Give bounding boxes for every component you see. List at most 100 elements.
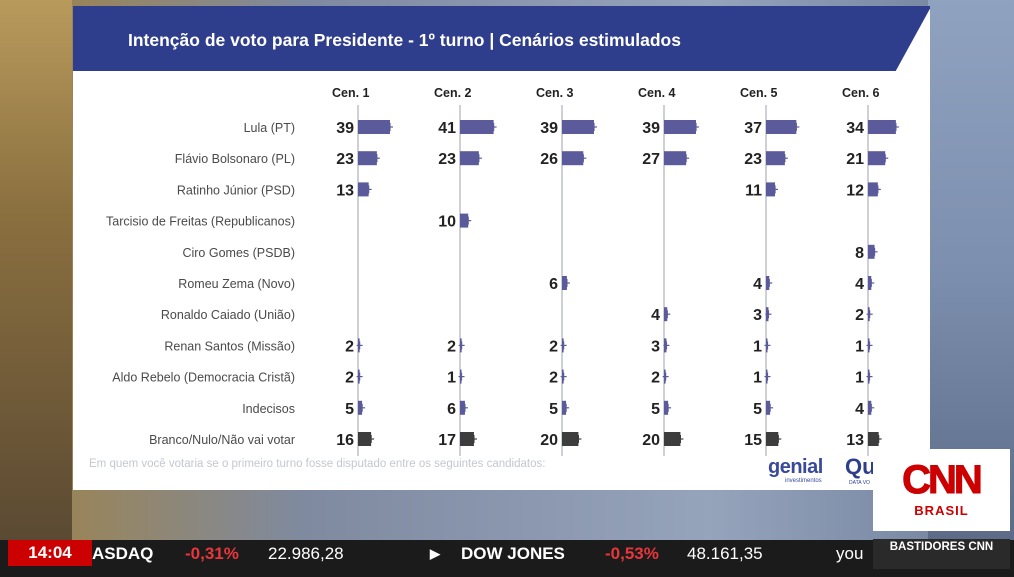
value-label-cen-1-row-11: 16 [336,432,354,449]
value-label-cen-3-row-8: 2 [549,338,558,355]
value-label-cen-1-row-3: 13 [336,182,354,199]
value-label-cen-6-row-11: 13 [846,432,864,449]
ticker-bar [0,540,1014,577]
bar-cen-6-row-11 [868,432,879,446]
value-label-cen-2-row-10: 6 [447,401,456,418]
bar-cen-5-row-1 [766,120,797,134]
row-label-1: Lula (PT) [244,121,295,135]
value-label-cen-4-row-2: 27 [642,151,660,168]
value-label-cen-1-row-8: 2 [345,338,354,355]
value-label-cen-5-row-11: 15 [744,432,762,449]
cnn-logo: CNN [902,458,984,503]
value-label-cen-2-row-9: 1 [447,370,456,387]
column-header-cen-1: Cen. 1 [332,86,370,100]
value-label-cen-2-row-11: 17 [438,432,456,449]
value-label-cen-6-row-1: 34 [846,120,864,137]
chart-title: Intenção de voto para Presidente - 1º tu… [128,30,681,50]
cnn-logo-box [873,449,1010,531]
bar-cen-2-row-4 [460,213,469,228]
bar-chart: Cen. 1 Cen. 2 Cen. 3 Cen. 4 Cen. 5 Cen. 6 Lula… [106,86,899,456]
value-label-cen-5-row-9: 1 [753,370,762,387]
value-label-cen-1-row-2: 23 [336,151,354,168]
column-header-cen-2: Cen. 2 [434,86,472,100]
value-label-cen-2-row-2: 23 [438,151,456,168]
row-label-9: Aldo Rebelo (Democracia Cristã) [112,371,295,385]
column-header-cen-6: Cen. 6 [842,86,880,100]
row-label-7: Ronaldo Caiado (União) [161,308,295,322]
value-label-cen-6-row-9: 1 [855,370,864,387]
bar-cen-1-row-11 [358,432,372,446]
column-header-cen-5: Cen. 5 [740,86,778,100]
value-label-cen-5-row-8: 1 [753,338,762,355]
bar-cen-4-row-11 [664,432,681,446]
value-label-cen-6-row-3: 12 [846,182,864,199]
row-label-11: Branco/Nulo/Não vai votar [149,433,295,447]
row-label-6: Romeu Zema (Novo) [178,277,295,291]
bar-cen-3-row-11 [562,432,579,446]
bar-cen-1-row-3 [358,182,369,197]
value-label-cen-6-row-7: 2 [855,307,864,324]
clock: 14:04 [8,540,92,566]
quaest-logo: Qu [845,454,876,479]
value-label-cen-6-row-2: 21 [846,151,864,168]
bar-cen-6-row-3 [868,182,878,197]
bar-cen-6-row-1 [868,120,896,134]
value-label-cen-5-row-1: 37 [744,120,762,137]
row-label-2: Flávio Bolsonaro (PL) [175,152,295,166]
column-header-cen-4: Cen. 4 [638,86,676,100]
bar-cen-2-row-2 [460,151,479,166]
ticker-play-icon: ▶ [430,546,440,561]
ticker-tail: you [836,544,864,563]
bar-cen-1-row-2 [358,151,377,166]
value-label-cen-4-row-1: 39 [642,120,660,137]
bar-cen-3-row-2 [562,151,584,166]
ticker-name-2: DOW JONES [461,544,565,563]
value-label-cen-1-row-1: 39 [336,120,354,137]
bar-cen-4-row-1 [664,120,696,134]
bar-cen-5-row-2 [766,151,785,166]
column-header-cen-3: Cen. 3 [536,86,574,100]
value-label-cen-1-row-10: 5 [345,401,354,418]
bar-cen-6-row-5 [868,244,875,259]
ticker-value-1: 22.986,28 [268,544,344,563]
bar-cen-5-row-3 [766,182,776,197]
chart-card: Intenção de voto para Presidente - 1º tu… [73,6,930,490]
value-label-cen-3-row-10: 5 [549,401,558,418]
chart-footnote: Em quem você votaria se o primeiro turno… [89,458,546,470]
value-label-cen-5-row-3: 11 [745,182,762,199]
value-label-cen-4-row-7: 4 [651,307,660,324]
chart-header [73,6,930,71]
row-label-4: Tarcisio de Freitas (Republicanos) [106,215,295,229]
background-left [0,0,72,540]
bar-cen-3-row-1 [562,120,594,134]
value-label-cen-6-row-5: 8 [855,245,864,262]
value-label-cen-3-row-6: 6 [549,276,558,293]
value-label-cen-3-row-2: 26 [540,151,558,168]
row-label-5: Ciro Gomes (PSDB) [182,246,295,260]
program-label: BASTIDORES CNN [873,539,1010,569]
row-label-8: Renan Santos (Missão) [164,339,295,353]
cnn-brasil-label: BRASIL [914,503,969,518]
bar-cen-4-row-2 [664,151,687,166]
genial-logo: genial [768,456,823,478]
bar-cen-2-row-11 [460,432,474,446]
row-label-3: Ratinho Júnior (PSD) [177,183,295,197]
value-label-cen-1-row-9: 2 [345,370,354,387]
ticker-value-2: 48.161,35 [687,544,763,563]
value-label-cen-2-row-1: 41 [438,120,456,137]
ticker-change-2: -0,53% [605,544,659,563]
value-label-cen-6-row-10: 4 [855,401,864,418]
value-label-cen-3-row-9: 2 [549,370,558,387]
value-label-cen-5-row-10: 5 [753,401,762,418]
value-label-cen-3-row-1: 39 [540,120,558,137]
value-label-cen-4-row-10: 5 [651,401,660,418]
bar-cen-6-row-2 [868,151,886,166]
value-label-cen-6-row-8: 1 [855,338,864,355]
value-label-cen-2-row-8: 2 [447,338,456,355]
value-label-cen-5-row-2: 23 [744,151,762,168]
quaest-logo-sub: DATA VO [849,480,870,486]
bar-cen-2-row-1 [460,120,494,134]
bar-cen-1-row-1 [358,120,390,134]
value-label-cen-4-row-8: 3 [651,338,660,355]
ticker-name-1: ASDAQ [92,544,154,563]
